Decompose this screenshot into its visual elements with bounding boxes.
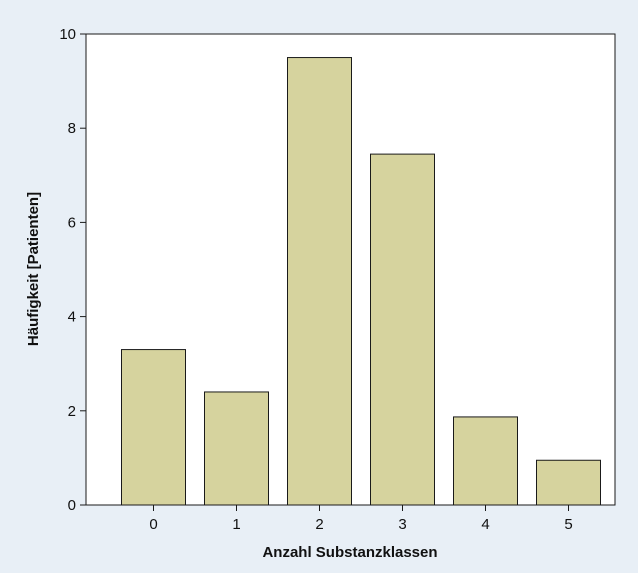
- bar-0: [121, 349, 186, 506]
- bars: [121, 57, 601, 506]
- y-tick-label: 0: [68, 497, 76, 514]
- bar-2: [287, 57, 352, 506]
- x-tick-label: 3: [398, 516, 406, 533]
- y-axis: 0 2 4 6 8 10: [59, 26, 86, 514]
- x-tick-label: 5: [564, 516, 572, 533]
- y-tick-label: 10: [59, 26, 76, 43]
- x-tick-label: 2: [315, 516, 323, 533]
- bar-4: [453, 416, 518, 506]
- bar-1: [204, 391, 269, 506]
- y-axis-title: Häufigkeit [Patienten]: [25, 192, 42, 346]
- x-tick-label: 4: [481, 516, 489, 533]
- y-tick-label: 6: [68, 214, 76, 231]
- x-tick-label: 0: [149, 516, 157, 533]
- y-tick-label: 4: [68, 309, 76, 326]
- bar-3: [370, 153, 435, 506]
- x-axis: 0 1 2 3 4 5: [149, 505, 573, 533]
- y-tick-label: 2: [68, 403, 76, 420]
- x-tick-label: 1: [232, 516, 240, 533]
- x-axis-title: Anzahl Substanzklassen: [262, 544, 437, 561]
- y-tick-label: 8: [68, 120, 76, 137]
- bar-5: [536, 459, 601, 506]
